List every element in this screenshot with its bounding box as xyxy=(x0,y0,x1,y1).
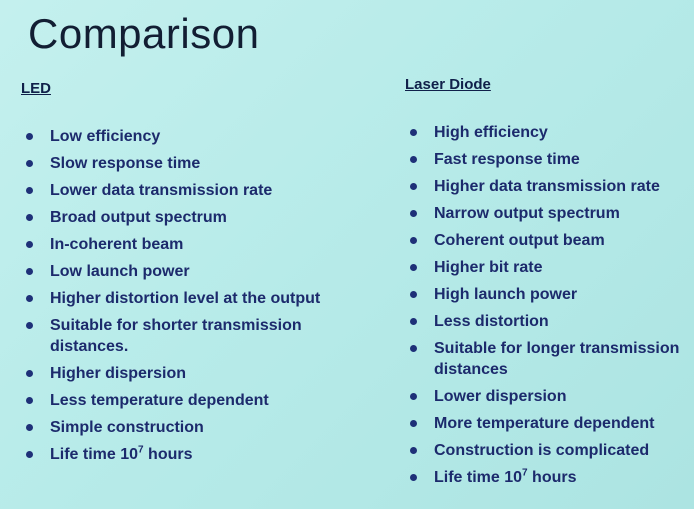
list-item: High efficiency xyxy=(408,122,692,143)
list-item: Higher distortion level at the output xyxy=(24,288,324,309)
list-item: Low efficiency xyxy=(24,126,324,147)
laser-diode-heading: Laser Diode xyxy=(405,76,491,93)
list-item: Higher data transmission rate xyxy=(408,176,692,197)
slide-title: Comparison xyxy=(28,10,260,57)
list-item: High launch power xyxy=(408,284,692,305)
bullet-icon xyxy=(26,322,33,329)
bullet-icon xyxy=(410,318,417,325)
bullet-icon xyxy=(26,424,33,431)
list-item: Coherent output beam xyxy=(408,230,692,251)
bullet-icon xyxy=(410,237,417,244)
list-item: Lower dispersion xyxy=(408,386,692,407)
bullet-icon xyxy=(26,241,33,248)
list-item: Less distortion xyxy=(408,311,692,332)
list-item: In-coherent beam xyxy=(24,234,324,255)
bullet-icon xyxy=(410,129,417,136)
list-item: Simple construction xyxy=(24,417,324,438)
bullet-icon xyxy=(410,420,417,427)
bullet-icon xyxy=(26,160,33,167)
list-item: Suitable for shorter transmission distan… xyxy=(24,315,324,357)
list-item: Narrow output spectrum xyxy=(408,203,692,224)
bullet-icon xyxy=(26,214,33,221)
list-item: More temperature dependent xyxy=(408,413,692,434)
bullet-icon xyxy=(410,345,417,352)
bullet-icon xyxy=(26,370,33,377)
bullet-icon xyxy=(26,397,33,404)
list-item: Higher dispersion xyxy=(24,363,324,384)
list-item: Lower data transmission rate xyxy=(24,180,324,201)
led-heading: LED xyxy=(21,80,51,97)
bullet-icon xyxy=(26,187,33,194)
bullet-icon xyxy=(410,156,417,163)
laser-diode-list: High efficiency Fast response time Highe… xyxy=(408,122,692,494)
list-item: Fast response time xyxy=(408,149,692,170)
bullet-icon xyxy=(410,447,417,454)
list-item: Construction is complicated xyxy=(408,440,692,461)
list-item: Slow response time xyxy=(24,153,324,174)
bullet-icon xyxy=(26,133,33,140)
bullet-icon xyxy=(26,268,33,275)
bullet-icon xyxy=(410,291,417,298)
bullet-icon xyxy=(26,295,33,302)
list-item: Higher bit rate xyxy=(408,257,692,278)
bullet-icon xyxy=(410,210,417,217)
list-item: Life time 107 hours xyxy=(24,444,324,465)
bullet-icon xyxy=(410,264,417,271)
list-item: Broad output spectrum xyxy=(24,207,324,228)
list-item: Suitable for longer transmission distanc… xyxy=(408,338,692,380)
bullet-icon xyxy=(410,183,417,190)
bullet-icon xyxy=(410,474,417,481)
list-item: Less temperature dependent xyxy=(24,390,324,411)
list-item: Life time 107 hours xyxy=(408,467,692,488)
bullet-icon xyxy=(410,393,417,400)
list-item: Low launch power xyxy=(24,261,324,282)
bullet-icon xyxy=(26,451,33,458)
led-list: Low efficiency Slow response time Lower … xyxy=(24,126,324,471)
